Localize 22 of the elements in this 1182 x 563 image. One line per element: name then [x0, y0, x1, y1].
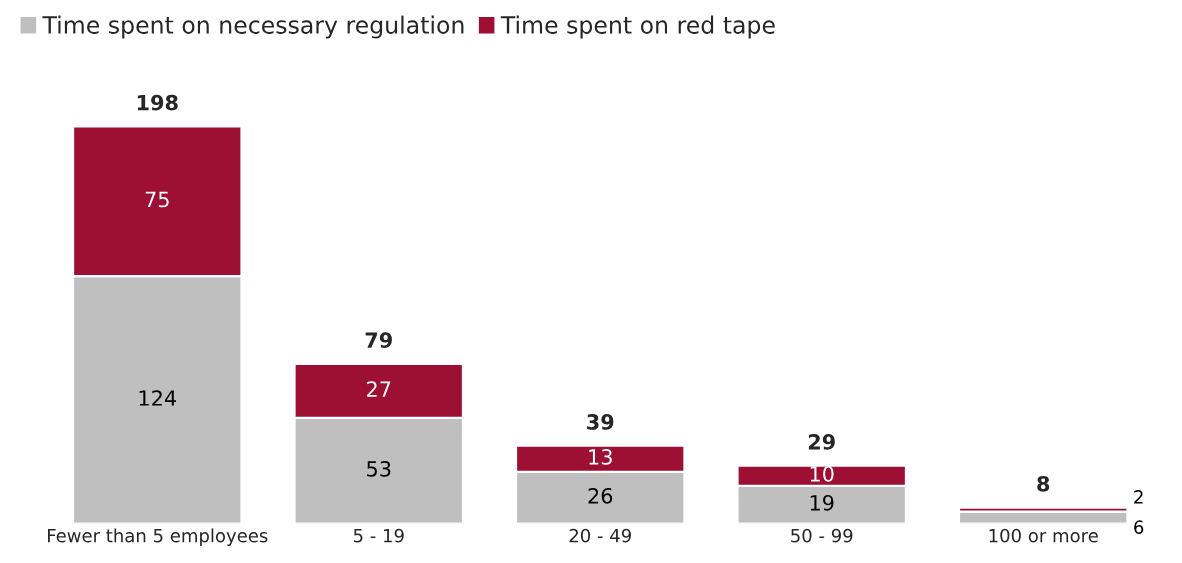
data-label: 13 [589, 449, 612, 465]
total-label: 79 [365, 332, 392, 348]
data-label: 19 [810, 494, 834, 511]
x-tick-label: 5 - 19 [353, 528, 404, 543]
x-tick-label: 50 - 99 [791, 528, 853, 543]
data-label: 27 [367, 381, 391, 397]
data-label: 10 [810, 465, 834, 482]
data-label: 124 [139, 390, 176, 406]
total-label: 29 [808, 434, 835, 450]
data-label: 2 [1134, 490, 1143, 504]
legend-label: Time spent on necessary regulation [42, 15, 464, 39]
total-label: 198 [137, 94, 178, 111]
legend-label: Time spent on red tape [500, 15, 775, 39]
data-label: 6 [1134, 520, 1144, 534]
data-label: 26 [588, 487, 613, 504]
data-label: 75 [145, 191, 169, 208]
x-tick-label: 20 - 49 [569, 528, 631, 543]
x-tick-label: Fewer than 5 employees [48, 528, 268, 546]
x-tick-label: 100 or more [989, 528, 1098, 543]
total-label: 39 [587, 414, 614, 430]
total-label: 8 [1037, 475, 1050, 492]
data-label: 53 [367, 460, 391, 477]
